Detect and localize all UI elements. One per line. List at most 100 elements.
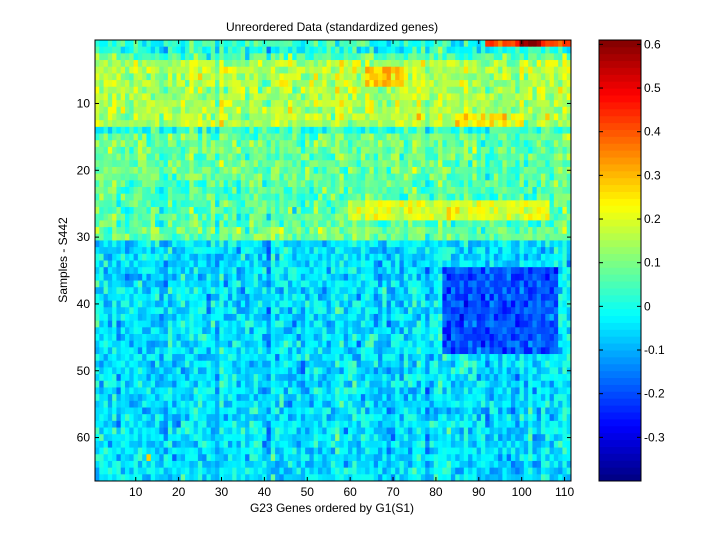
heatmap-cell bbox=[150, 207, 156, 215]
heatmap-cell bbox=[270, 334, 276, 342]
heatmap-cell bbox=[399, 207, 405, 215]
heatmap-cell bbox=[446, 287, 452, 295]
heatmap-cell bbox=[262, 280, 267, 288]
heatmap-cell bbox=[498, 213, 503, 221]
heatmap-cell bbox=[245, 207, 250, 215]
heatmap-cell bbox=[403, 80, 409, 88]
heatmap-cell bbox=[446, 66, 452, 74]
heatmap-cell bbox=[240, 80, 246, 88]
heatmap-cell bbox=[395, 166, 400, 175]
heatmap-cell bbox=[360, 233, 366, 241]
heatmap-cell bbox=[262, 160, 267, 168]
heatmap-cell bbox=[275, 220, 280, 228]
heatmap-cell bbox=[249, 133, 255, 141]
heatmap-cell bbox=[305, 153, 310, 161]
heatmap-cell bbox=[549, 233, 555, 241]
heatmap-cell bbox=[348, 187, 353, 195]
heatmap-cell bbox=[326, 66, 332, 74]
heatmap-cell bbox=[219, 106, 225, 114]
heatmap-cell bbox=[146, 53, 152, 61]
heatmap-cell bbox=[159, 46, 165, 54]
heatmap-cell bbox=[502, 334, 508, 342]
heatmap-cell bbox=[420, 233, 426, 241]
heatmap-cell bbox=[416, 267, 422, 275]
heatmap-cell bbox=[506, 200, 512, 208]
heatmap-cell bbox=[485, 93, 490, 101]
heatmap-cell bbox=[313, 293, 319, 301]
heatmap-cell bbox=[493, 267, 499, 275]
heatmap-cell bbox=[395, 200, 400, 208]
heatmap-cell bbox=[493, 320, 499, 328]
heatmap-cell bbox=[193, 166, 199, 175]
heatmap-cell bbox=[420, 227, 426, 235]
heatmap-cell bbox=[313, 53, 319, 61]
heatmap-cell bbox=[365, 313, 370, 322]
heatmap-cell bbox=[283, 120, 289, 128]
heatmap-cell bbox=[167, 260, 173, 268]
heatmap-cell bbox=[193, 320, 199, 328]
heatmap-cell bbox=[425, 106, 430, 114]
heatmap-cell bbox=[129, 293, 134, 301]
heatmap-cell bbox=[566, 260, 572, 268]
heatmap-cell bbox=[493, 307, 499, 315]
heatmap-cell bbox=[116, 93, 122, 101]
heatmap-cell bbox=[99, 113, 104, 121]
heatmap-cell bbox=[549, 327, 555, 335]
heatmap-cell bbox=[125, 187, 130, 195]
heatmap-cell bbox=[155, 267, 160, 275]
heatmap-cell bbox=[429, 93, 435, 101]
heatmap-cell bbox=[112, 86, 117, 94]
heatmap-cell bbox=[468, 220, 473, 228]
heatmap-cell bbox=[275, 247, 280, 255]
heatmap-cell bbox=[142, 173, 147, 181]
heatmap-cell bbox=[399, 213, 405, 221]
heatmap-cell bbox=[343, 166, 349, 175]
heatmap-cell bbox=[549, 120, 555, 128]
heatmap-cell bbox=[125, 293, 130, 301]
heatmap-cell bbox=[137, 300, 143, 308]
heatmap-cell bbox=[150, 146, 156, 154]
heatmap-cell bbox=[335, 120, 340, 128]
heatmap-cell bbox=[253, 220, 259, 228]
heatmap-cell bbox=[558, 80, 563, 88]
heatmap-cell bbox=[412, 153, 418, 161]
heatmap-cell bbox=[399, 187, 405, 195]
heatmap-cell bbox=[536, 213, 542, 221]
heatmap-cell bbox=[468, 213, 473, 221]
heatmap-cell bbox=[112, 106, 117, 114]
heatmap-cell bbox=[360, 187, 366, 195]
heatmap-cell bbox=[99, 40, 104, 48]
heatmap-cell bbox=[292, 213, 297, 221]
heatmap-cell bbox=[433, 320, 439, 328]
heatmap-cell bbox=[313, 233, 319, 241]
heatmap-cell bbox=[506, 334, 512, 342]
heatmap-cell bbox=[253, 113, 259, 121]
heatmap-cell bbox=[412, 293, 418, 301]
heatmap-cell bbox=[412, 253, 418, 261]
heatmap-cell bbox=[442, 173, 448, 181]
heatmap-cell bbox=[146, 173, 152, 181]
heatmap-cell bbox=[519, 220, 525, 228]
heatmap-cell bbox=[120, 146, 126, 154]
heatmap-cell bbox=[360, 153, 366, 161]
heatmap-cell bbox=[540, 106, 546, 114]
heatmap-cell bbox=[125, 253, 130, 261]
heatmap-cell bbox=[378, 120, 383, 128]
heatmap-cell bbox=[227, 287, 233, 295]
heatmap-cell bbox=[562, 166, 568, 175]
heatmap-cell bbox=[498, 180, 503, 188]
heatmap-cell bbox=[133, 267, 139, 275]
heatmap-cell bbox=[275, 287, 280, 295]
heatmap-cell bbox=[215, 86, 220, 94]
heatmap-cell bbox=[206, 160, 212, 168]
heatmap-cell bbox=[540, 260, 546, 268]
heatmap-cell bbox=[352, 126, 357, 134]
heatmap-cell bbox=[133, 180, 139, 188]
heatmap-cell bbox=[313, 100, 319, 108]
heatmap-cell bbox=[468, 327, 473, 335]
heatmap-cell bbox=[317, 293, 323, 301]
heatmap-cell bbox=[348, 200, 353, 208]
heatmap-cell bbox=[348, 320, 353, 328]
heatmap-cell bbox=[305, 66, 310, 74]
heatmap-cell bbox=[279, 300, 285, 308]
